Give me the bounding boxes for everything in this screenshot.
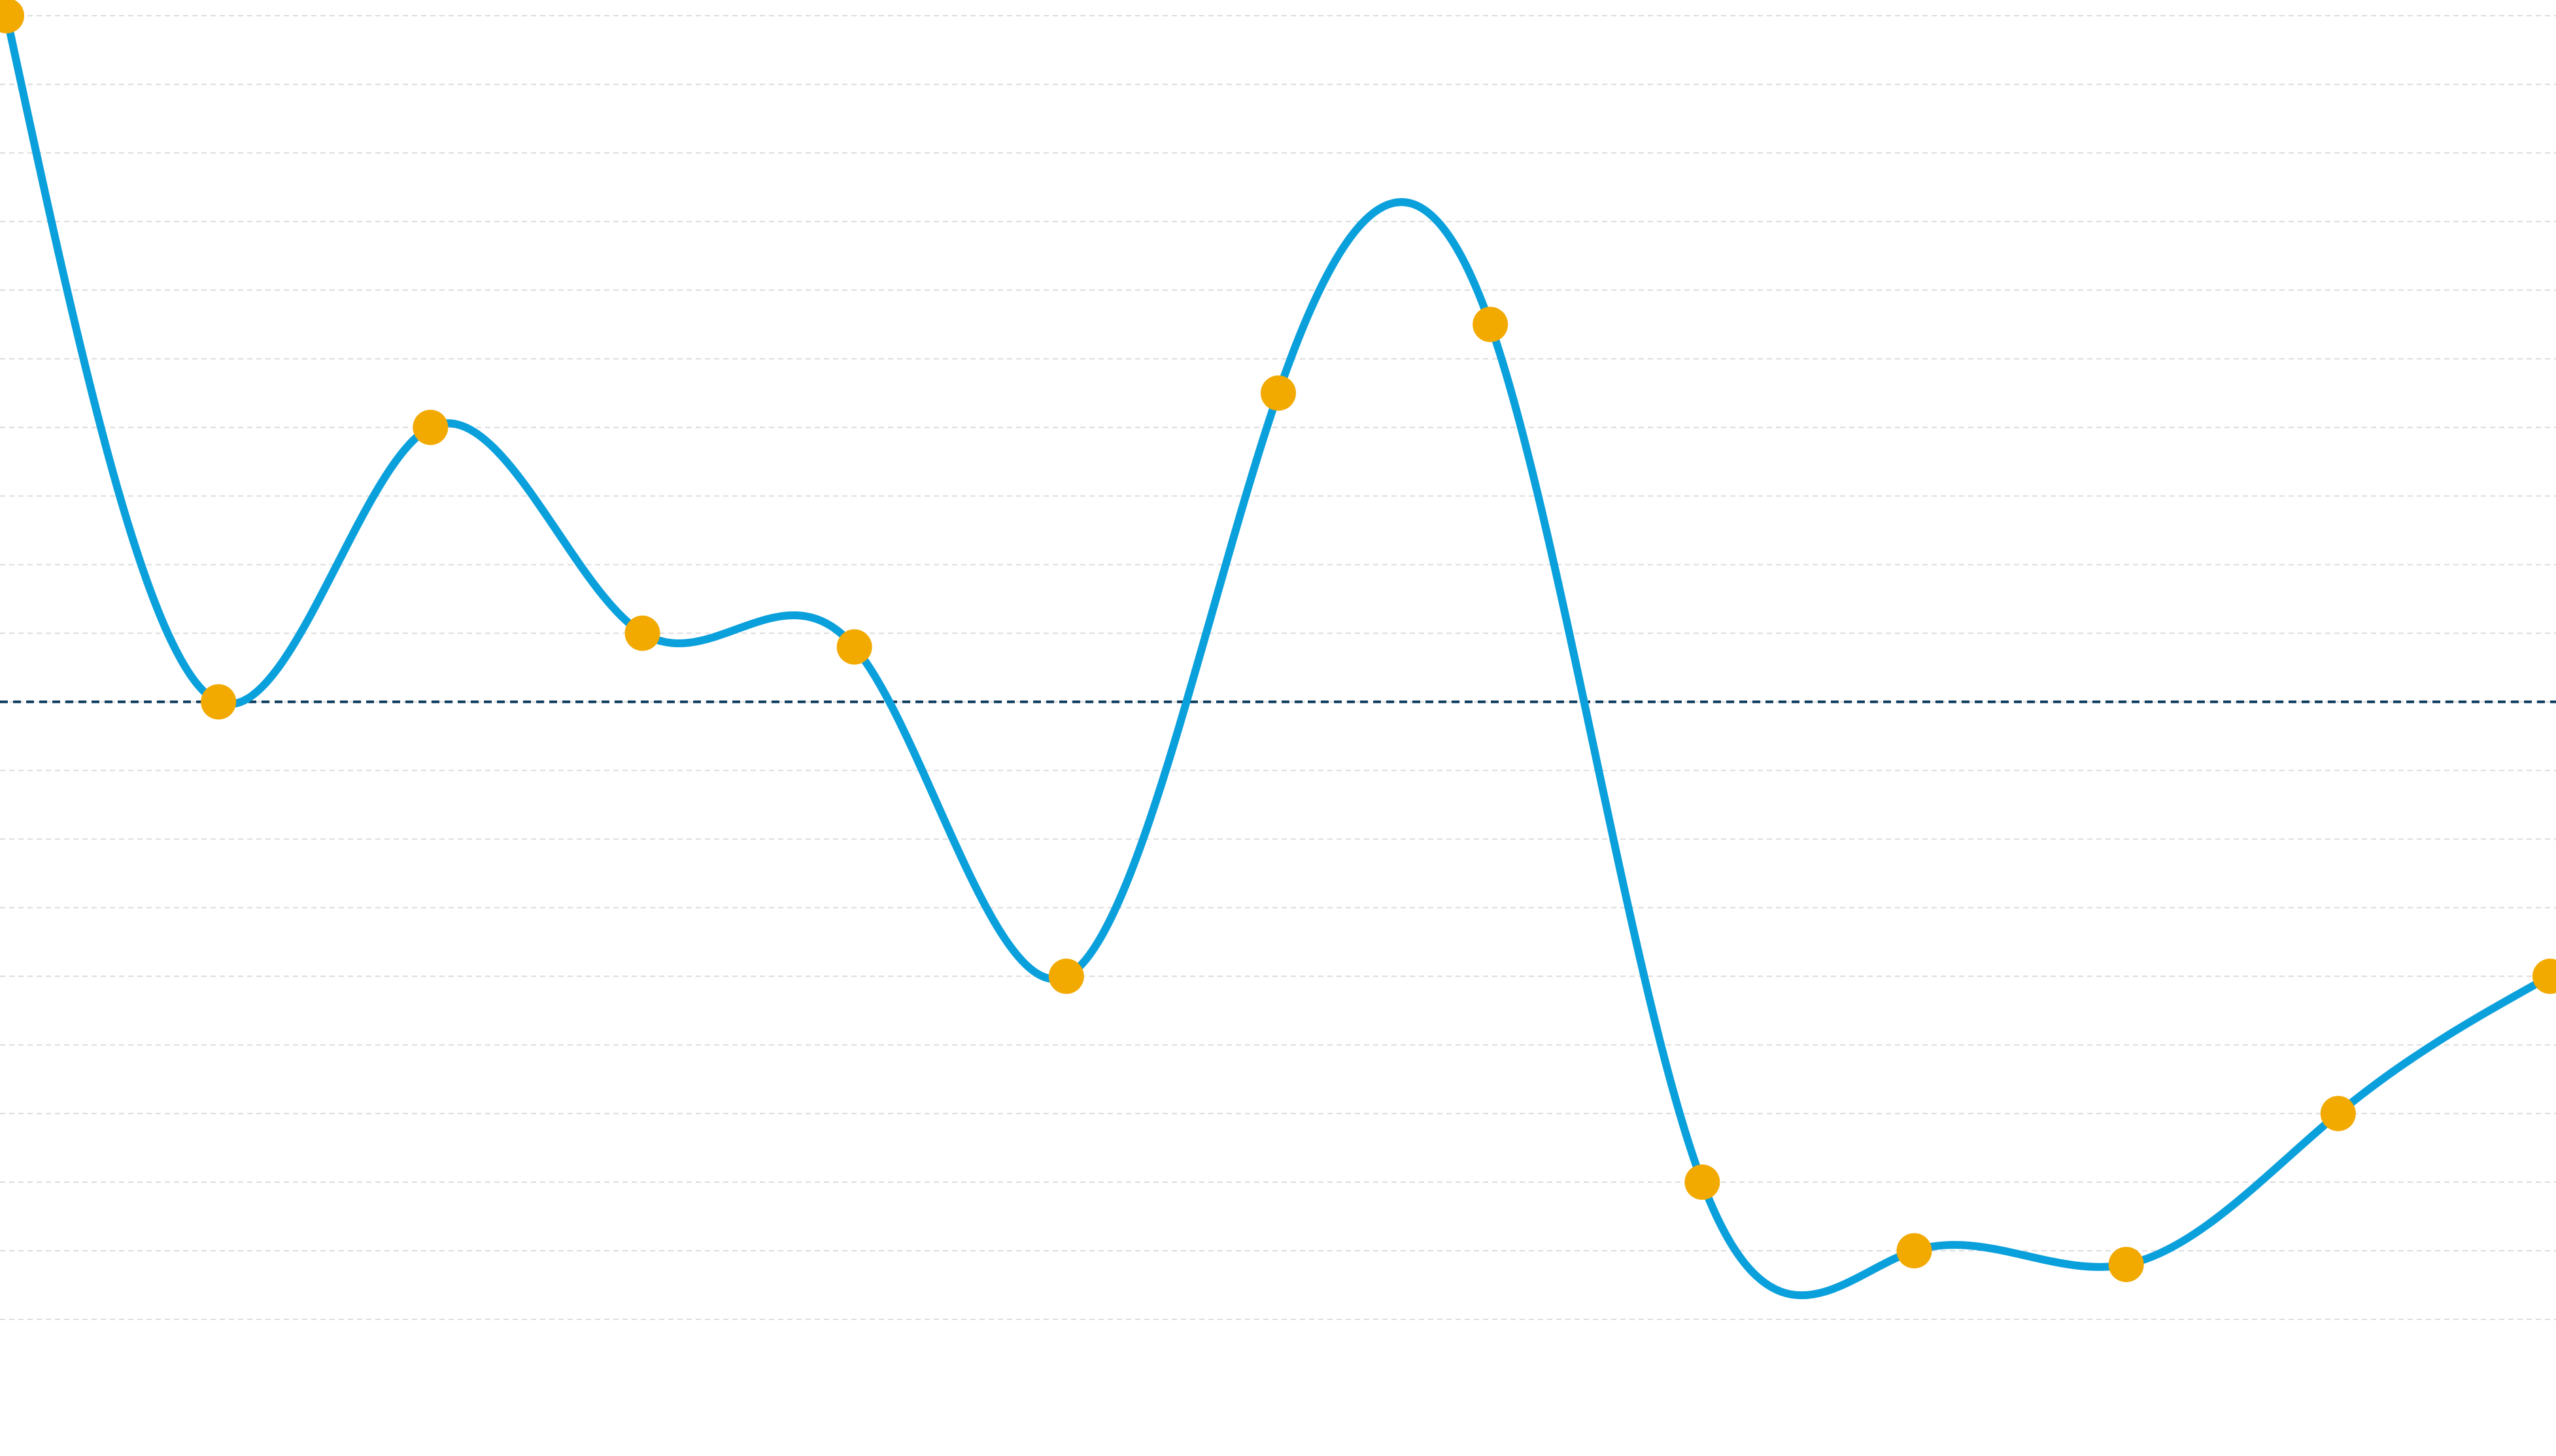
data-point-0-7 [1473, 307, 1508, 343]
data-point-0-1 [201, 684, 237, 720]
data-point-0-0 [0, 0, 24, 33]
data-points [0, 0, 2556, 1283]
data-point-0-12 [2532, 958, 2556, 994]
data-point-0-3 [624, 615, 660, 651]
gridlines [0, 15, 2556, 1321]
series-line-0 [3, 12, 2554, 1300]
data-point-0-11 [2320, 1096, 2356, 1132]
data-point-0-4 [836, 629, 872, 665]
series-lines [3, 12, 2554, 1300]
data-point-0-8 [1684, 1164, 1720, 1200]
data-point-0-9 [1896, 1233, 1932, 1269]
data-point-0-5 [1048, 958, 1084, 994]
data-point-0-6 [1261, 375, 1296, 411]
data-point-0-10 [2108, 1247, 2144, 1283]
data-point-0-2 [413, 409, 449, 445]
